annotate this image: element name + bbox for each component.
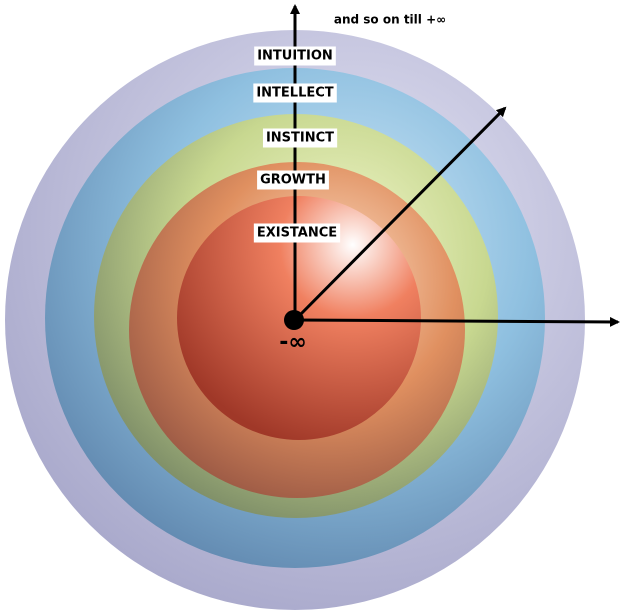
level-labels: INTUITION INTELLECT INSTINCT GROWTH EXISTANC… (253, 46, 341, 243)
label-box (262, 128, 338, 148)
level-label: EXISTANCE (257, 226, 337, 241)
label-box (257, 170, 329, 190)
level-label: GROWTH (260, 173, 326, 188)
label-box (254, 46, 336, 66)
top-note: and so on till +∞ (334, 13, 446, 27)
level-label: INTELLECT (256, 86, 333, 101)
label-box (253, 223, 341, 243)
level-label: INSTINCT (266, 131, 334, 146)
arrow-diagonal (293, 106, 507, 322)
center-dot (284, 310, 304, 330)
arrow-right (294, 316, 620, 327)
label-box (253, 83, 337, 103)
center-label: -∞ (279, 330, 306, 355)
level-label: INTUITION (257, 49, 333, 64)
